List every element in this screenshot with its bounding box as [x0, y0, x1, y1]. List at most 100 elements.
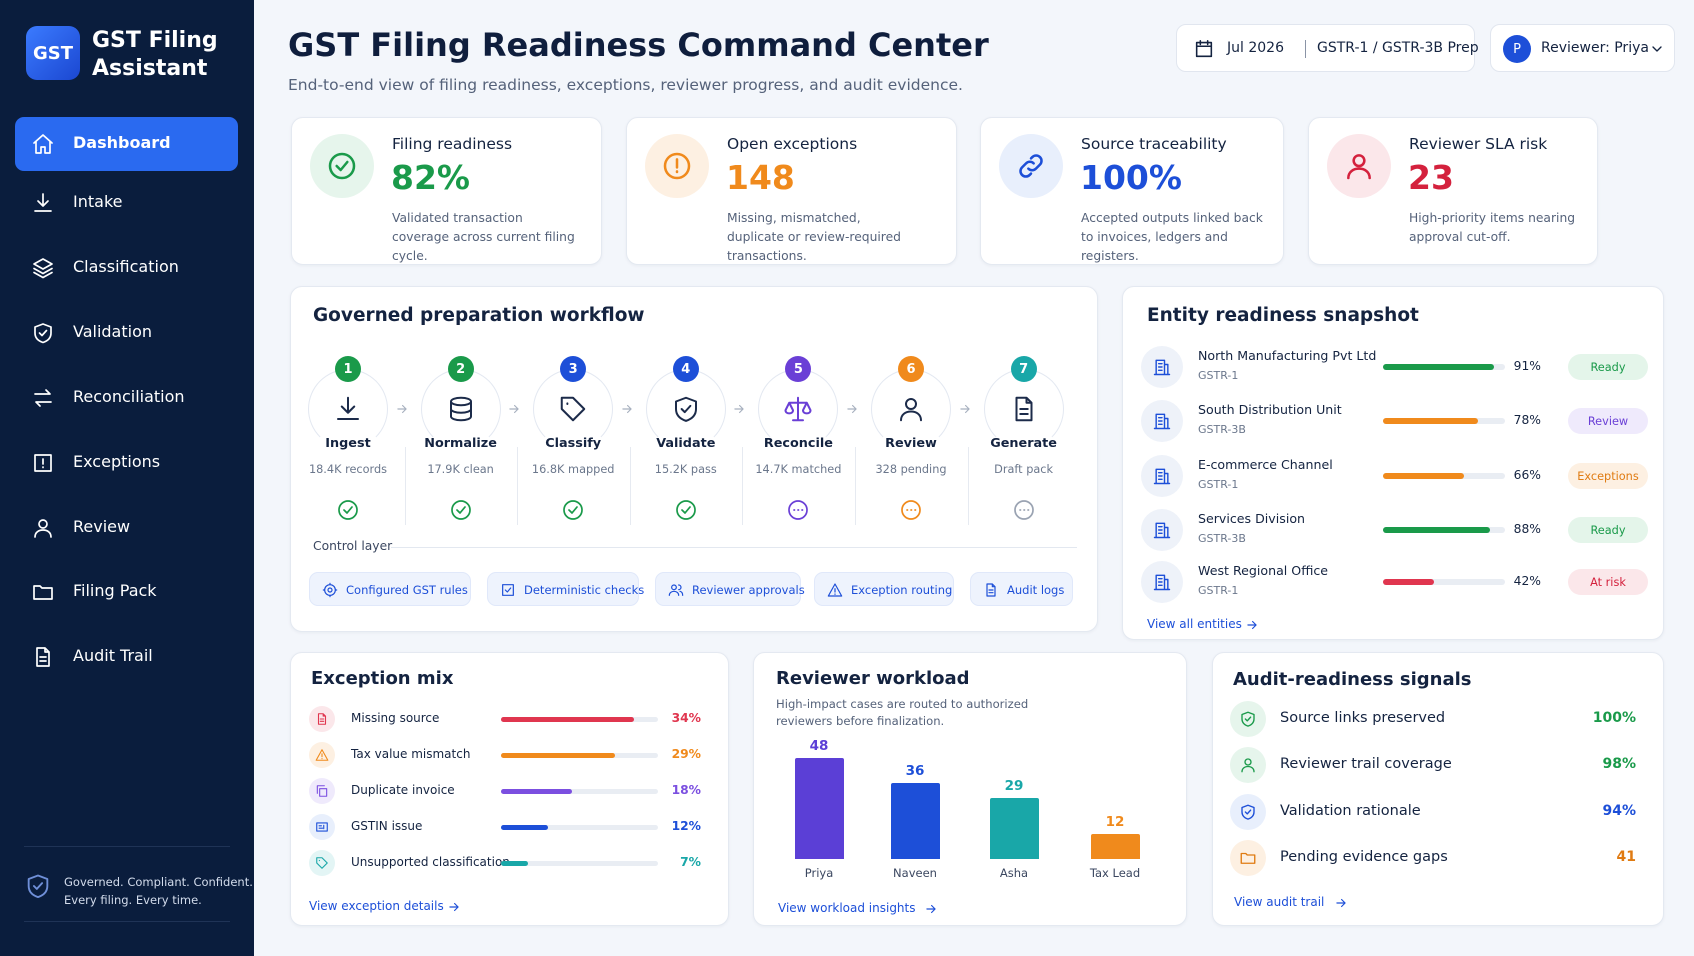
exception-share: 29%: [671, 747, 701, 761]
workload-bar: [990, 797, 1039, 859]
exception-panel: Exception mix Missing source 34% Tax value …: [290, 652, 729, 926]
reviewer-menu[interactable]: P Reviewer: Priya: [1490, 24, 1675, 72]
control-chip[interactable]: Deterministic checks: [487, 572, 644, 606]
icon-path: [1153, 574, 1171, 591]
icon-path: [668, 584, 684, 596]
icon: [926, 904, 936, 914]
icon-path: [34, 322, 52, 344]
nav-label: Intake: [73, 192, 123, 211]
nav-item[interactable]: Audit Trail: [15, 630, 238, 684]
column-separator: [517, 447, 519, 525]
entity-form: GSTR-3B: [1198, 423, 1246, 436]
entity-form: GSTR-1: [1198, 369, 1239, 382]
icon-path: [337, 396, 359, 420]
icon-path: [563, 500, 584, 520]
workload-bar: [1091, 833, 1140, 859]
icon: [1195, 39, 1213, 58]
icon: [847, 404, 857, 414]
exception-name: Duplicate invoice: [351, 783, 455, 797]
filing: GSTR-1 / GSTR-3B Prep: [1317, 40, 1479, 56]
entity-name: South Distribution Unit: [1198, 402, 1342, 417]
icon-path: [338, 500, 358, 520]
exception-share: 7%: [680, 855, 701, 869]
icon-path: [675, 500, 696, 520]
nav-item[interactable]: Review: [15, 501, 238, 555]
reviewer-name: Tax Lead: [1089, 866, 1141, 880]
period-selector[interactable]: Jul 2026 GSTR-1 / GSTR-3B Prep: [1176, 24, 1479, 72]
control-name: Deterministic checks: [524, 583, 645, 597]
nav-item[interactable]: Intake: [15, 176, 238, 230]
nav-label: Exceptions: [73, 451, 161, 471]
icon-path: [1153, 359, 1171, 376]
link-text: View audit trail: [1234, 895, 1325, 909]
icon: [322, 582, 338, 598]
entity-form: GSTR-1: [1198, 478, 1239, 491]
panel-title: Audit-readiness signals: [1233, 669, 1472, 690]
workload-bar: [891, 783, 940, 859]
icon-path: [1195, 39, 1213, 58]
icon: [34, 322, 52, 344]
bar-track: [501, 861, 658, 866]
exception-bar: [501, 789, 572, 794]
workload-value: 36: [905, 763, 925, 780]
logo: GST: [26, 26, 80, 80]
icon-path: [502, 584, 514, 596]
app-title: GST Filing Assistant: [92, 28, 218, 81]
signal-name: Pending evidence gaps: [1280, 848, 1448, 865]
column-separator: [742, 447, 744, 525]
icon-path: [450, 500, 471, 520]
kpi-icon: [1327, 134, 1391, 198]
exception-name: Missing source: [351, 711, 440, 725]
entity-name: North Manufacturing Pvt Ltd: [1198, 348, 1377, 363]
nav-label: Classification: [73, 256, 179, 276]
nav-item[interactable]: Filing Pack: [15, 565, 238, 619]
bar-track: [1383, 579, 1505, 585]
icon-path: [1013, 500, 1034, 520]
icon: [34, 453, 52, 472]
step-stat: 328 pending: [875, 463, 947, 476]
step-number: 2: [447, 356, 474, 382]
control-chip[interactable]: Audit logs: [970, 572, 1073, 606]
control-chip[interactable]: Configured GST rules: [309, 572, 471, 606]
icon-path: [1241, 804, 1255, 820]
kpi-card: Reviewer SLA risk 23 High-priority items n…: [1308, 117, 1598, 265]
control-chip[interactable]: Exception routing: [814, 572, 954, 606]
icon: [338, 500, 358, 520]
icon-path: [1153, 468, 1171, 485]
exception-share: 18%: [671, 783, 701, 797]
control-name: Exception routing: [851, 583, 953, 597]
control-name: Audit logs: [1007, 583, 1065, 597]
signal-value: 98%: [1602, 756, 1636, 773]
panel-subtitle: High-impact cases are routed to authoriz…: [776, 697, 1029, 728]
nav-item[interactable]: Dashboard: [15, 117, 238, 171]
entity-name: West Regional Office: [1198, 563, 1329, 578]
control-label: Control layer: [313, 539, 393, 553]
icon: [34, 388, 52, 407]
icon: [1153, 413, 1171, 430]
readiness-label: 78%: [1513, 413, 1541, 427]
icon-path: [1019, 154, 1043, 178]
icon-path: [396, 404, 407, 414]
icon-path: [1153, 522, 1171, 539]
kpi-card: Source traceability 100% Accepted outputs …: [980, 117, 1284, 265]
entity-panel: Entity readiness snapshot North Manufactu…: [1122, 286, 1664, 640]
signal-value: 41: [1616, 848, 1636, 865]
icon: [316, 785, 328, 797]
icon-path: [788, 500, 809, 520]
nav-item[interactable]: Exceptions: [15, 436, 238, 490]
icon: [1241, 711, 1255, 727]
signal-value: 94%: [1602, 802, 1636, 819]
panel-title: Governed preparation workflow: [313, 305, 645, 326]
nav-item[interactable]: Reconciliation: [15, 371, 238, 425]
icon-path: [1247, 620, 1257, 630]
column-separator: [967, 447, 969, 525]
control-chip[interactable]: Reviewer approvals: [655, 572, 805, 606]
audit-panel: Audit-readiness signals Source links pres…: [1212, 652, 1664, 926]
signal-icon: [1230, 793, 1266, 830]
nav-item[interactable]: Validation: [15, 306, 238, 360]
kpi-value: 148: [726, 158, 795, 197]
nav-item[interactable]: Classification: [15, 241, 238, 295]
status-pill: Exceptions: [1568, 463, 1648, 489]
icon: [1247, 620, 1257, 630]
control-name: Configured GST rules: [346, 583, 468, 597]
